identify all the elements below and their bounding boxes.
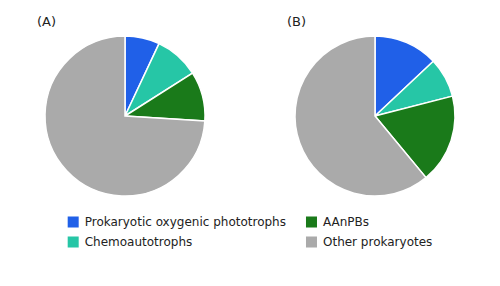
chart-label: (B) [287, 14, 306, 29]
legend-swatch [68, 237, 79, 248]
legend-swatch [306, 217, 317, 228]
legend: Prokaryotic oxygenic phototrophs Chemoaut… [68, 215, 433, 249]
chart-svg: (A) (B) Prokaryotic oxygenic phototrophs Ch… [0, 0, 500, 286]
legend-item: AAnPBs [306, 215, 369, 229]
legend-item: Chemoautotrophs [68, 235, 193, 249]
legend-label: Prokaryotic oxygenic phototrophs [85, 215, 286, 229]
legend-swatch [306, 237, 317, 248]
pie-slice [125, 73, 205, 121]
legend-item: Other prokaryotes [306, 235, 432, 249]
chart-label: (A) [37, 14, 56, 29]
legend-swatch [68, 217, 79, 228]
legend-label: AAnPBs [323, 215, 369, 229]
legend-label: Other prokaryotes [323, 235, 432, 249]
chart-container: (A) (B) Prokaryotic oxygenic phototrophs Ch… [0, 0, 500, 286]
pie [295, 36, 455, 196]
pie [45, 36, 205, 196]
legend-label: Chemoautotrophs [85, 235, 193, 249]
pie-slice [45, 36, 205, 196]
legend-item: Prokaryotic oxygenic phototrophs [68, 215, 286, 229]
pie-slice [295, 36, 426, 196]
